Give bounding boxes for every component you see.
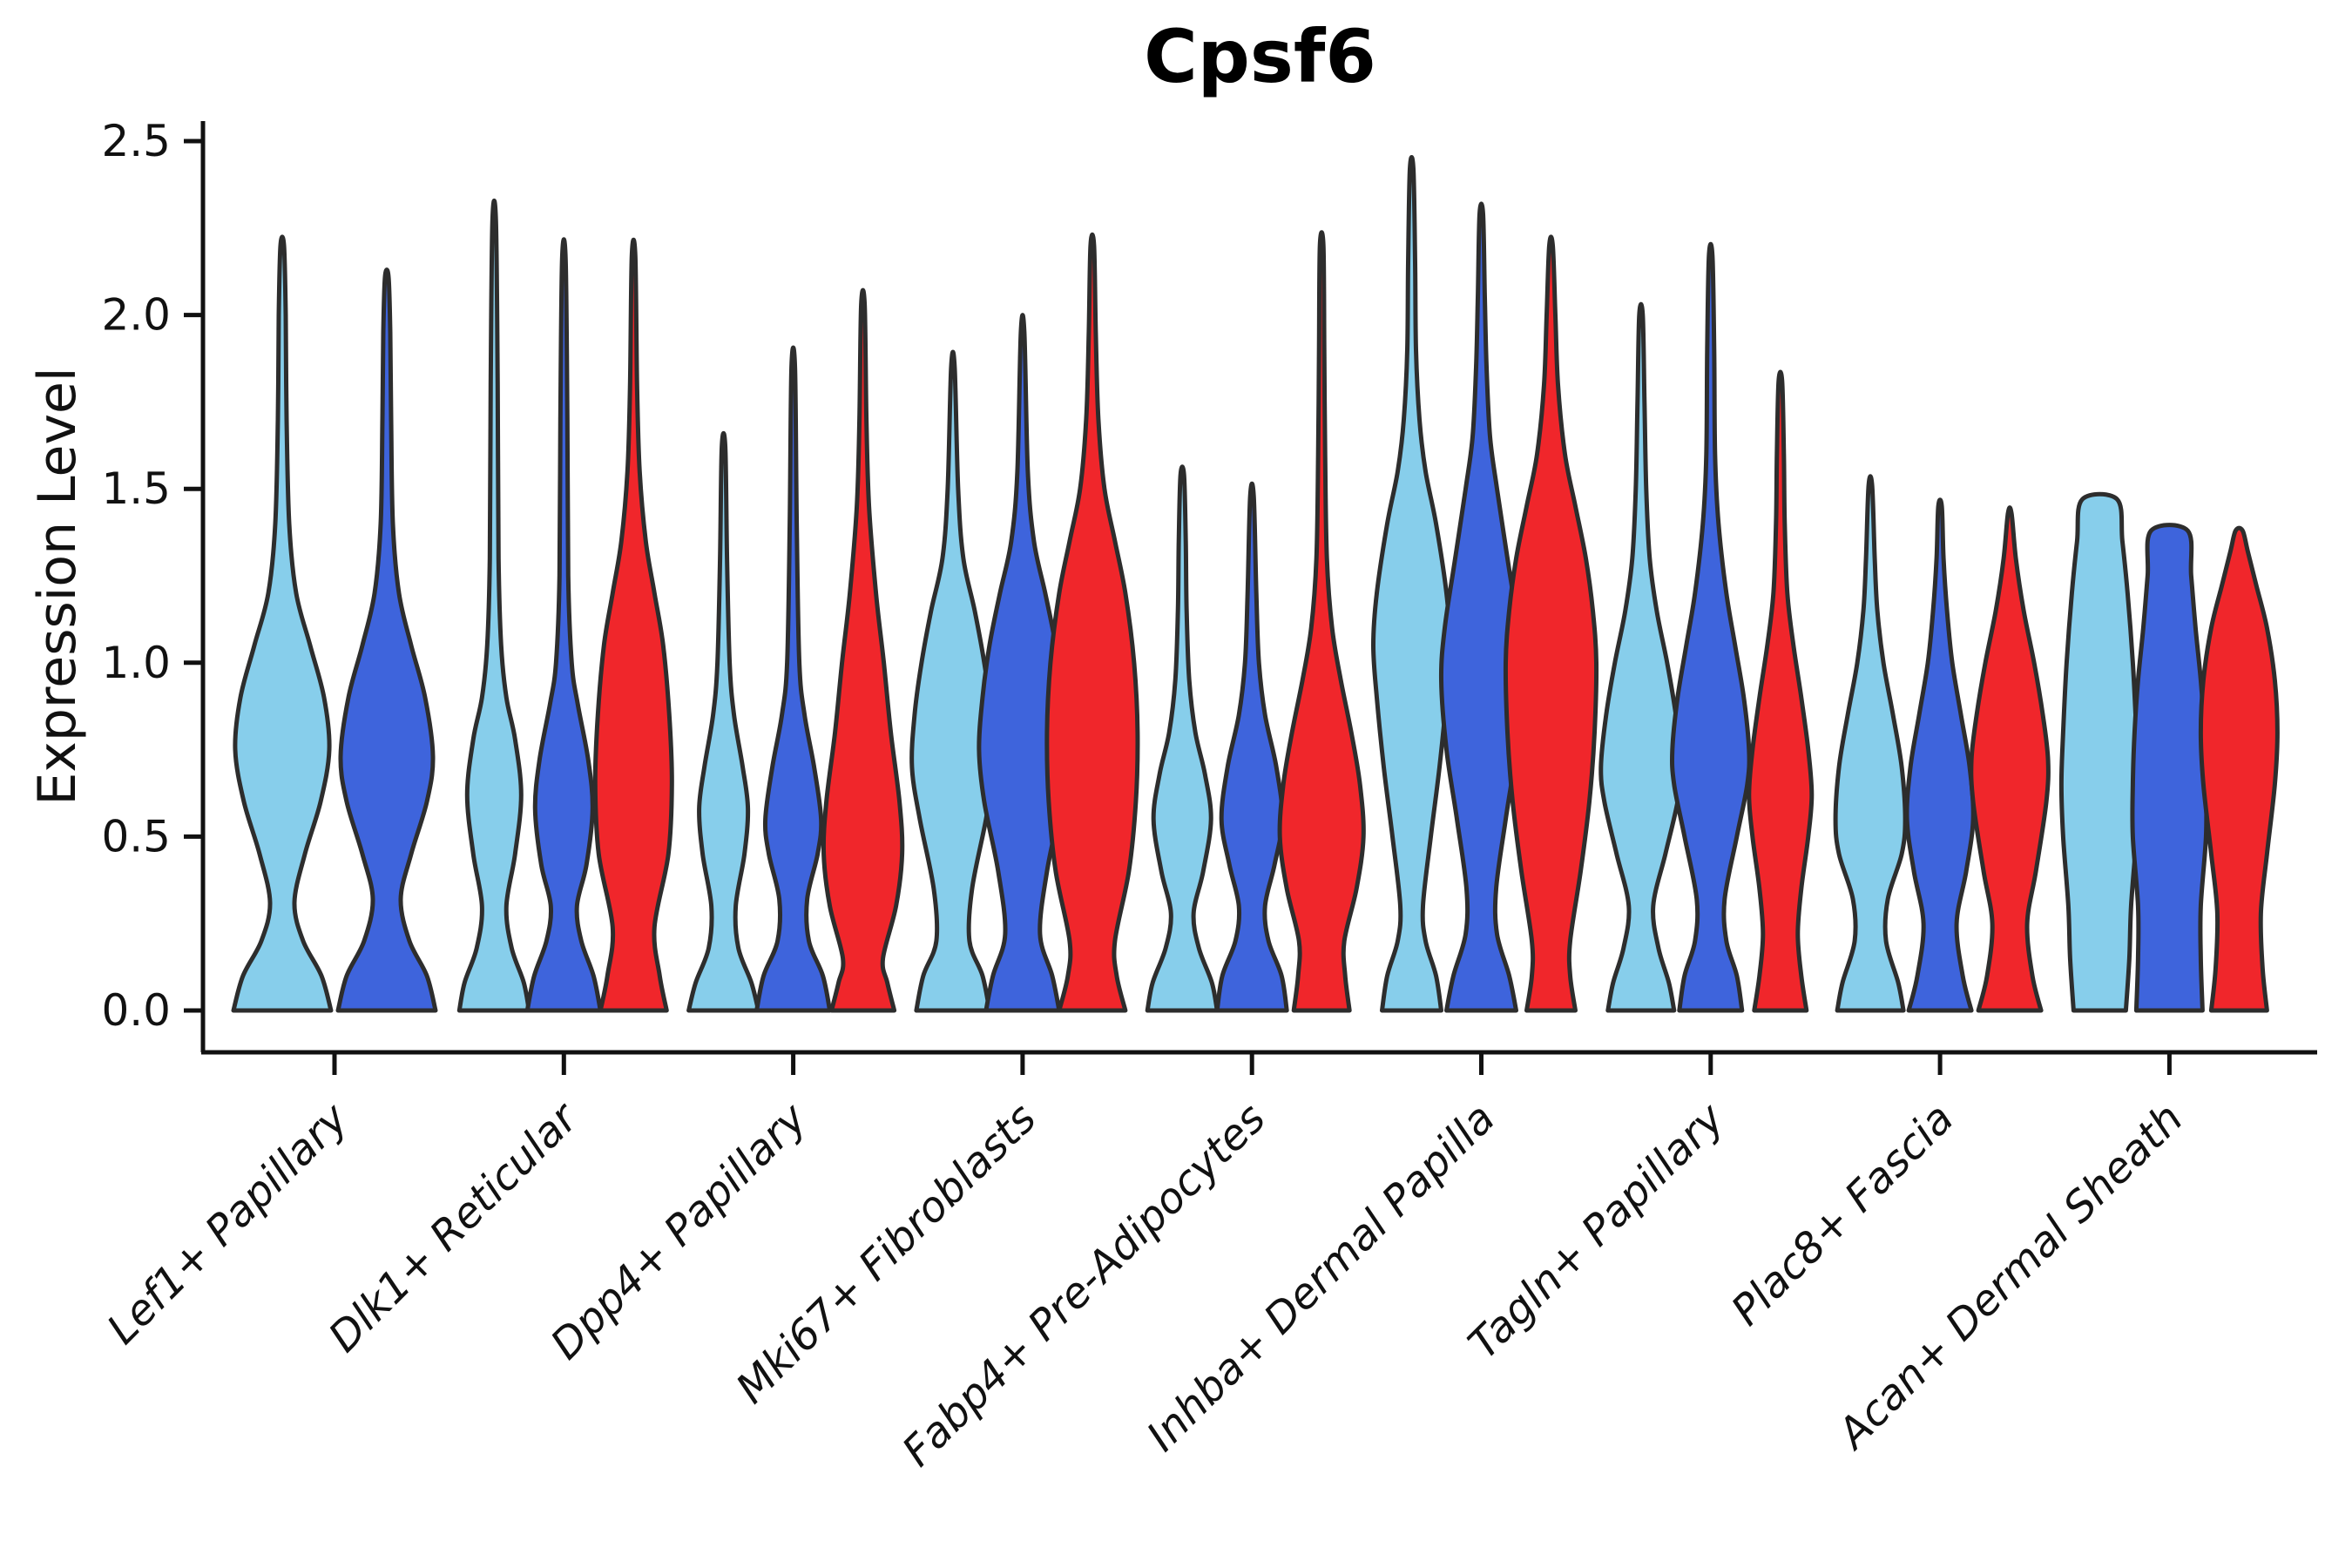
violin-tagln-papillary-s1 (1598, 301, 1684, 1013)
violin-inhba-dermal-papilla-s3 (1503, 234, 1599, 1013)
violin-dlk1-reticular-s2 (524, 237, 603, 1013)
x-tick-label: Plac8+ Fascia (1722, 1094, 1963, 1335)
violin-mki67-fibroblasts-s3 (1044, 232, 1140, 1013)
x-tick-label: Tagln+ Papillary (1459, 1093, 1734, 1369)
violin-fabp4-pre-adipocytes-s3 (1277, 230, 1366, 1013)
x-tick-label: Lef1+ Papillary (98, 1093, 358, 1354)
violin-lef1-papillary-s2 (335, 267, 438, 1013)
violin-acan-dermal-sheath-s3 (2198, 525, 2280, 1013)
x-tick-label: Fabp4+ Pre-Adipocytes (893, 1094, 1275, 1477)
violin-plac8-fascia-s3 (1969, 505, 2051, 1013)
y-tick-label: 2.5 (101, 116, 171, 166)
violin-lef1-papillary-s1 (231, 234, 334, 1013)
violin-dpp4-papillary-s3 (821, 287, 905, 1013)
violin-dlk1-reticular-s1 (456, 199, 531, 1013)
violin-acan-dermal-sheath-s1 (2058, 491, 2140, 1013)
violin-dpp4-papillary-s2 (754, 345, 833, 1013)
violin-dlk1-reticular-s3 (592, 237, 674, 1013)
violin-acan-dermal-sheath-s2 (2130, 523, 2209, 1013)
y-axis-title: Expression Level (27, 367, 88, 806)
violin-tagln-papillary-s3 (1747, 369, 1815, 1013)
violin-inhba-dermal-papilla-s1 (1371, 154, 1452, 1013)
x-tick-label: Dlk1+ Reticular (320, 1092, 590, 1362)
plot-title: Cpsf6 (1144, 14, 1376, 99)
y-tick-label: 2.0 (101, 290, 171, 341)
y-tick-label: 1.5 (101, 463, 171, 514)
violin-plac8-fascia-s1 (1833, 474, 1908, 1013)
x-tick-label: Dpp4+ Papillary (541, 1093, 816, 1369)
violin-fabp4-pre-adipocytes-s2 (1214, 481, 1289, 1013)
y-tick-label: 0.0 (101, 985, 171, 1036)
y-tick-label: 1.0 (101, 638, 171, 688)
violin-mki67-fibroblasts-s1 (909, 349, 997, 1013)
violin-plac8-fascia-s2 (1904, 497, 1976, 1013)
violin-fabp4-pre-adipocytes-s1 (1145, 464, 1220, 1013)
y-tick-label: 0.5 (101, 811, 171, 862)
violin-dpp4-papillary-s1 (686, 430, 761, 1013)
violin-tagln-papillary-s2 (1669, 241, 1752, 1013)
